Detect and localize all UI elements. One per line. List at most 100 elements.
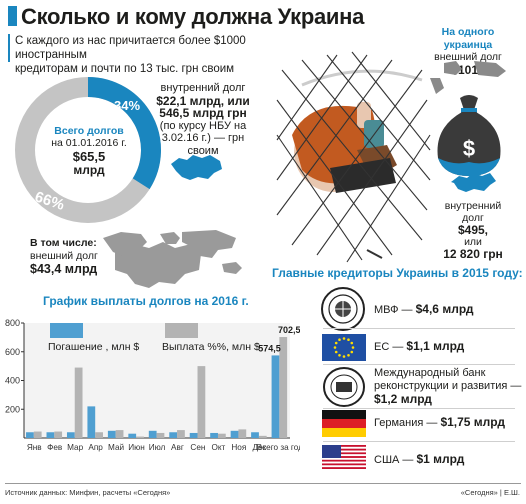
x-tick-label: Всего за год xyxy=(257,443,300,452)
creditor-usa: США — $1 млрд xyxy=(374,453,464,467)
per-capita-internal: внутренний долг $495, или 12 820 грн xyxy=(440,200,506,260)
per-capita-external-label: внешний долг xyxy=(434,51,502,63)
bar-interest xyxy=(74,367,83,438)
bar-repayment xyxy=(66,432,75,438)
us-stripe xyxy=(322,454,366,457)
x-tick-label: Сен xyxy=(190,443,205,452)
subtitle: С каждого из нас причитается более $1000… xyxy=(8,34,316,76)
bar-interest xyxy=(258,435,267,438)
ukraine-map-internal-icon xyxy=(171,155,222,180)
footer-divider xyxy=(5,483,521,484)
external-debt-label: В том числе: внешний долг $43,4 млрд xyxy=(30,237,98,276)
donut-center-value: $65,5 xyxy=(72,149,106,164)
internal-debt-label: внутренний долг $22,1 млрд, или 546,5 мл… xyxy=(148,82,258,157)
us-stripe xyxy=(322,457,366,460)
us-stripe xyxy=(322,445,366,447)
creditor-germany: Германия — $1,75 млрд xyxy=(374,416,505,430)
bar-repayment xyxy=(189,432,198,438)
eu-star xyxy=(334,341,338,345)
money-bag-icon: $ xyxy=(430,61,506,176)
internal-debt-line-4: (по курсу НБУ на xyxy=(159,119,247,132)
us-stripe xyxy=(322,446,366,449)
per-capita-internal-label-1: внутренний xyxy=(444,200,502,212)
eu-star xyxy=(351,346,355,349)
y-tick-label: 600 xyxy=(5,347,20,357)
eu-star xyxy=(338,353,341,357)
external-debt-line-1: В том числе: xyxy=(30,237,97,249)
per-capita-internal-or: или xyxy=(464,236,482,248)
legend-swatch-interest xyxy=(165,323,198,338)
per-capita-internal-uah: 12 820 грн xyxy=(443,247,503,261)
page-title-text: Сколько и кому должна Украина xyxy=(21,4,365,29)
creditor-germany-name: Германия — xyxy=(374,417,441,429)
germany-flag-icon xyxy=(322,410,366,437)
creditor-ibrd-value: $1,2 млрд xyxy=(374,392,432,406)
creditor-eu-value: $1,1 млрд xyxy=(406,339,465,353)
internal-debt-line-1: внутренний долг xyxy=(160,82,246,94)
creditor-imf-name: МВФ — xyxy=(374,304,416,316)
bar-interest xyxy=(115,430,124,438)
per-capita-internal-value: $495, xyxy=(457,223,489,237)
us-stripe xyxy=(322,467,366,469)
subtitle-line-2: кредиторам и почти по 13 тыс. грн своим xyxy=(15,63,235,75)
donut-center-line-1: Всего долгов xyxy=(54,125,124,137)
creditor-ibrd-name-1: Международный банк xyxy=(374,367,486,379)
eu-star xyxy=(350,350,354,354)
eu-flag-icon xyxy=(322,334,366,361)
footer-credit: «Сегодня» | Е.Ш. xyxy=(460,488,520,497)
x-tick-label: Май xyxy=(108,443,124,452)
x-tick-label: Дек xyxy=(252,443,266,452)
y-tick-label: 800 xyxy=(5,318,20,328)
bar-repayment xyxy=(230,430,239,438)
x-tick-label: Янв xyxy=(27,443,42,452)
creditor-imf: МВФ — $4,6 млрд xyxy=(374,303,473,317)
x-tick-label: Окт xyxy=(211,443,225,452)
donut-center-line-2: на 01.01.2016 г. xyxy=(51,137,127,149)
chart-title: График выплаты долгов на 2016 г. xyxy=(43,294,249,308)
y-tick-label: 400 xyxy=(5,376,20,386)
eu-star xyxy=(347,353,350,357)
bar-interest xyxy=(197,366,206,438)
internal-debt-line-2: $22,1 млрд, или xyxy=(156,93,250,108)
eu-star xyxy=(333,346,337,349)
footer-source: Источник данных: Минфин, расчеты «Сегодн… xyxy=(5,488,171,497)
y-tick-label: 200 xyxy=(5,404,20,414)
bar-interest xyxy=(136,436,144,438)
subtitle-line-1: С каждого из нас причитается более $1000… xyxy=(15,35,246,61)
divider xyxy=(323,441,515,442)
x-tick-label: Ноя xyxy=(231,443,246,452)
us-stripe xyxy=(322,452,366,455)
external-debt-line-3: $43,4 млрд xyxy=(30,262,98,276)
bar-repayment xyxy=(148,430,157,438)
bar-repayment xyxy=(210,432,218,438)
bar-repayment xyxy=(169,432,178,438)
creditor-ibrd: Международный банк реконструкции и разви… xyxy=(374,367,521,407)
per-capita-block: На одного украинца внешний долг $1015 xyxy=(418,26,518,76)
creditor-usa-value: $1 млрд xyxy=(416,452,465,466)
donut-center-label: Всего долгов на 01.01.2016 г. $65,5 млрд xyxy=(40,125,138,176)
creditor-usa-name: США — xyxy=(374,454,417,466)
internal-debt-line-5: 3.02.16 г.) — xyxy=(161,132,229,144)
bar-repayment xyxy=(46,432,55,438)
ukraine-map-per-capita-icon xyxy=(451,173,496,192)
us-stripe xyxy=(322,450,366,453)
man-in-net-illustration xyxy=(276,51,431,263)
donut-ring-internal xyxy=(87,77,161,190)
bar-interest xyxy=(238,429,247,438)
us-stripe xyxy=(322,448,366,451)
legend-interest: Выплата %%, млн $ xyxy=(162,341,260,353)
eu-star xyxy=(350,341,354,345)
repayment-bar-chart: 200 400 600 800 Янв Фев Мар Апр Май Июн Июл Авг Сен О… xyxy=(5,318,300,452)
creditor-germany-value: $1,75 млрд xyxy=(440,415,505,429)
legend-swatch-repayment xyxy=(50,323,83,338)
bar-repayment xyxy=(271,355,280,438)
imf-seal-icon xyxy=(321,287,365,331)
bar-interest xyxy=(54,431,63,438)
data-label: 702,5 xyxy=(278,325,300,335)
bar-repayment xyxy=(26,432,34,438)
us-stripe xyxy=(322,456,366,459)
eu-star xyxy=(342,355,346,358)
x-tick-label: Мар xyxy=(67,443,83,452)
x-tick-label: Июн xyxy=(128,443,145,452)
x-tick-label: Авг xyxy=(171,443,184,452)
